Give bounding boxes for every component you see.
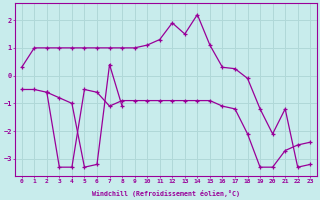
X-axis label: Windchill (Refroidissement éolien,°C): Windchill (Refroidissement éolien,°C): [92, 190, 240, 197]
